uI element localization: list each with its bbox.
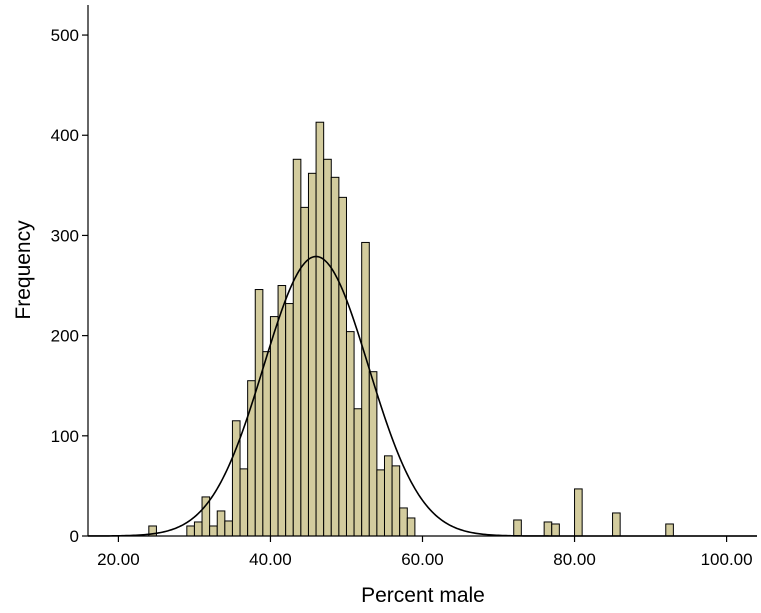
histogram-bar xyxy=(353,408,363,537)
y-tick-label: 500 xyxy=(51,26,79,45)
x-tick-label: 100.00 xyxy=(701,550,753,569)
histogram-bar xyxy=(277,285,287,537)
histogram-bar xyxy=(209,525,218,537)
histogram-bar xyxy=(574,488,583,537)
histogram-bar xyxy=(345,331,355,537)
histogram-bar xyxy=(307,172,317,537)
histogram-bar xyxy=(323,158,332,537)
y-tick-label: 100 xyxy=(51,427,79,446)
histogram-bar xyxy=(513,519,522,537)
histogram-bar xyxy=(315,121,325,537)
histogram-bar xyxy=(224,520,233,537)
histogram-bar xyxy=(300,206,309,537)
histogram-bar xyxy=(376,469,385,537)
histogram-bar xyxy=(399,507,408,537)
y-axis-title: Frequency xyxy=(12,220,35,320)
histogram-bar xyxy=(216,510,226,537)
histogram-bar xyxy=(254,289,264,537)
histogram-bar xyxy=(269,316,279,537)
histogram-bar xyxy=(262,351,271,537)
y-tick-label: 400 xyxy=(51,126,79,145)
x-axis-ticks: 20.00 40.00 60.00 80.00 100.00 xyxy=(97,536,753,569)
histogram-bar xyxy=(665,523,674,537)
x-axis-title: Percent male xyxy=(361,584,485,607)
x-tick-label: 20.00 xyxy=(97,550,140,569)
y-axis-ticks: 0 100 200 300 400 500 xyxy=(51,26,88,546)
histogram-bar xyxy=(543,521,553,537)
histogram-bar xyxy=(292,158,302,537)
histogram-bar xyxy=(383,455,393,537)
x-tick-label: 40.00 xyxy=(249,550,292,569)
histogram-bar xyxy=(551,523,560,537)
histogram-bar xyxy=(239,468,249,537)
histogram-bar xyxy=(231,420,241,537)
histogram-bar xyxy=(368,371,378,537)
y-tick-label: 0 xyxy=(70,527,79,546)
histogram-bar xyxy=(285,303,294,537)
y-tick-label: 300 xyxy=(51,226,79,245)
histogram-bar xyxy=(612,512,621,537)
histogram-bar xyxy=(330,176,340,537)
histogram-bar xyxy=(338,196,347,537)
x-tick-label: 80.00 xyxy=(553,550,596,569)
histogram-bar xyxy=(186,525,195,537)
y-tick-label: 200 xyxy=(51,327,79,346)
histogram-bar xyxy=(193,521,203,537)
histogram-bar xyxy=(391,465,401,537)
x-tick-label: 60.00 xyxy=(401,550,444,569)
histogram-bar xyxy=(361,241,370,537)
histogram-bar xyxy=(406,517,416,537)
